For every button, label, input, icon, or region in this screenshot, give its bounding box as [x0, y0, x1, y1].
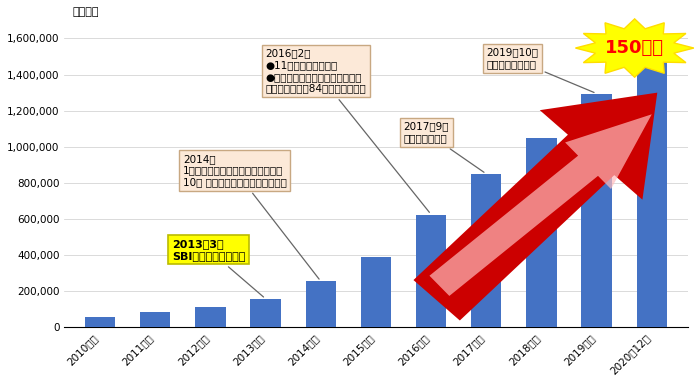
Polygon shape	[430, 114, 652, 296]
Text: （件数）: （件数）	[73, 7, 99, 17]
Polygon shape	[575, 19, 694, 77]
Text: 150万件: 150万件	[605, 39, 664, 57]
Bar	[526, 138, 556, 327]
Text: 2013年3月
SBIグループの一員に: 2013年3月 SBIグループの一員に	[172, 239, 263, 297]
Bar	[582, 93, 612, 327]
Bar	[85, 316, 116, 327]
Text: 2017年9月
ペット保険発売: 2017年9月 ペット保険発売	[403, 121, 484, 172]
Bar	[195, 306, 225, 327]
Bar	[251, 299, 281, 327]
Text: 2016年2月
●11疾病保障特約発売
●死亡・医療保険（緩和型含む）
　の加入年齢を84歳まで引き上げ: 2016年2月 ●11疾病保障特約発売 ●死亡・医療保険（緩和型含む） の加入年…	[265, 49, 429, 212]
Text: 2019年10月
地震補償保険発売: 2019年10月 地震補償保険発売	[486, 47, 594, 92]
Bar	[471, 174, 501, 327]
Bar	[636, 58, 667, 327]
Bar	[140, 312, 171, 327]
Text: 2014年
1月　引受基準緩和型医療保険発売
10月 引受基準緩和型死亡保険発売: 2014年 1月 引受基準緩和型医療保険発売 10月 引受基準緩和型死亡保険発売	[183, 154, 319, 279]
Bar	[360, 257, 391, 327]
Polygon shape	[414, 93, 657, 321]
Bar	[416, 214, 447, 327]
Bar	[306, 281, 336, 327]
